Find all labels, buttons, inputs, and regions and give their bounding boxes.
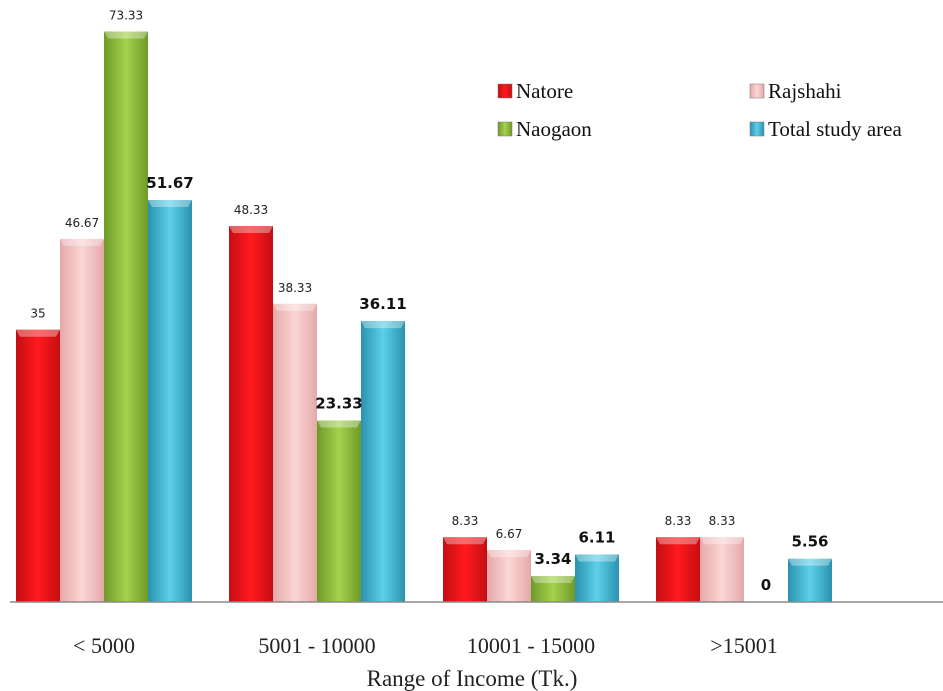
bar-naogaon-1-cap xyxy=(104,31,148,39)
category-label-2: 5001 - 10000 xyxy=(258,633,375,658)
bar-naogaon-3-cap xyxy=(531,576,575,584)
bar-rajshahi-3 xyxy=(487,550,531,602)
legend-label-total-study-area: Total study area xyxy=(768,117,902,141)
bar-natore-2-body xyxy=(229,225,273,602)
bar-total-study-area-4-cap xyxy=(788,558,832,566)
bar-total-study-area-3-body xyxy=(575,554,619,602)
bar-naogaon-3-body xyxy=(531,576,575,602)
legend: Natore Rajshahi Naogaon Total study area xyxy=(497,79,902,141)
bar-total-study-area-1-cap xyxy=(148,200,192,208)
legend-item-rajshahi: Rajshahi xyxy=(749,79,842,103)
bar-naogaon-3 xyxy=(531,576,575,602)
bar-natore-2 xyxy=(229,225,273,602)
bar-total-study-area-4-body xyxy=(788,558,832,602)
value-label-total-study-area-1: 51.67 xyxy=(146,174,193,192)
bar-natore-1-body xyxy=(16,329,60,602)
bar-total-study-area-2-body xyxy=(361,321,405,602)
legend-swatch-rajshahi xyxy=(749,83,765,99)
bar-naogaon-1 xyxy=(104,31,148,602)
legend-label-rajshahi: Rajshahi xyxy=(768,79,842,103)
bar-naogaon-2 xyxy=(317,420,361,602)
bar-natore-1 xyxy=(16,329,60,602)
category-label-1: < 5000 xyxy=(73,633,135,658)
bars-layer xyxy=(16,31,832,603)
value-labels-layer: 35 46.67 73.33 51.67 48.33 38.33 23.33 36.11 8.3… xyxy=(30,8,828,594)
bar-total-study-area-2 xyxy=(361,321,405,602)
x-axis-title: Range of Income (Tk.) xyxy=(367,666,578,691)
value-label-natore-2: 48.33 xyxy=(234,203,268,217)
bar-natore-1-cap xyxy=(16,329,60,337)
legend-label-natore: Natore xyxy=(516,79,573,103)
legend-item-natore: Natore xyxy=(497,79,573,103)
bar-rajshahi-4-cap xyxy=(700,537,744,545)
bar-rajshahi-1-cap xyxy=(60,238,104,246)
bar-naogaon-2-body xyxy=(317,420,361,602)
legend-swatch-naogaon xyxy=(497,121,513,137)
bar-total-study-area-3-cap xyxy=(575,554,619,562)
value-label-total-study-area-4: 5.56 xyxy=(791,533,828,551)
value-label-natore-1: 35 xyxy=(30,307,45,321)
legend-item-naogaon: Naogaon xyxy=(497,117,592,141)
bar-natore-4-cap xyxy=(656,537,700,545)
bar-natore-3 xyxy=(443,537,487,602)
legend-swatch-total-study-area xyxy=(749,121,765,137)
bar-natore-3-cap xyxy=(443,537,487,545)
bar-natore-4-body xyxy=(656,537,700,602)
value-label-natore-4: 8.33 xyxy=(665,514,692,528)
bar-rajshahi-3-body xyxy=(487,550,531,602)
category-label-3: 10001 - 15000 xyxy=(467,633,595,658)
value-label-naogaon-1: 73.33 xyxy=(109,8,143,22)
bar-rajshahi-2-cap xyxy=(273,303,317,311)
legend-swatch-natore xyxy=(497,83,513,99)
bar-rajshahi-4-body xyxy=(700,537,744,602)
bar-natore-4 xyxy=(656,537,700,602)
bar-naogaon-2-cap xyxy=(317,420,361,428)
bar-naogaon-1-body xyxy=(104,31,148,602)
value-label-naogaon-4: 0 xyxy=(761,576,771,594)
value-label-rajshahi-1: 46.67 xyxy=(65,216,99,230)
bar-total-study-area-3 xyxy=(575,554,619,602)
bar-total-study-area-4 xyxy=(788,558,832,602)
bar-total-study-area-1 xyxy=(148,200,192,603)
bar-rajshahi-4 xyxy=(700,537,744,602)
value-label-rajshahi-2: 38.33 xyxy=(278,281,312,295)
value-label-rajshahi-4: 8.33 xyxy=(709,514,736,528)
bar-rajshahi-2-body xyxy=(273,303,317,602)
value-label-total-study-area-2: 36.11 xyxy=(359,295,406,313)
bar-total-study-area-1-body xyxy=(148,200,192,603)
bar-rajshahi-3-cap xyxy=(487,550,531,558)
bar-rajshahi-2 xyxy=(273,303,317,602)
bar-rajshahi-1-body xyxy=(60,238,104,602)
value-label-naogaon-2: 23.33 xyxy=(315,394,362,412)
bar-natore-2-cap xyxy=(229,225,273,233)
bar-natore-3-body xyxy=(443,537,487,602)
value-label-natore-3: 8.33 xyxy=(452,514,479,528)
value-label-rajshahi-3: 6.67 xyxy=(496,527,523,541)
value-label-naogaon-3: 3.34 xyxy=(534,550,571,568)
bar-total-study-area-2-cap xyxy=(361,321,405,329)
category-labels-layer: < 5000 5001 - 10000 10001 - 15000 >15001 xyxy=(73,633,778,658)
legend-item-total-study-area: Total study area xyxy=(749,117,902,141)
legend-label-naogaon: Naogaon xyxy=(516,117,592,141)
bar-rajshahi-1 xyxy=(60,238,104,602)
value-label-total-study-area-3: 6.11 xyxy=(578,528,615,546)
category-label-4: >15001 xyxy=(710,633,777,658)
